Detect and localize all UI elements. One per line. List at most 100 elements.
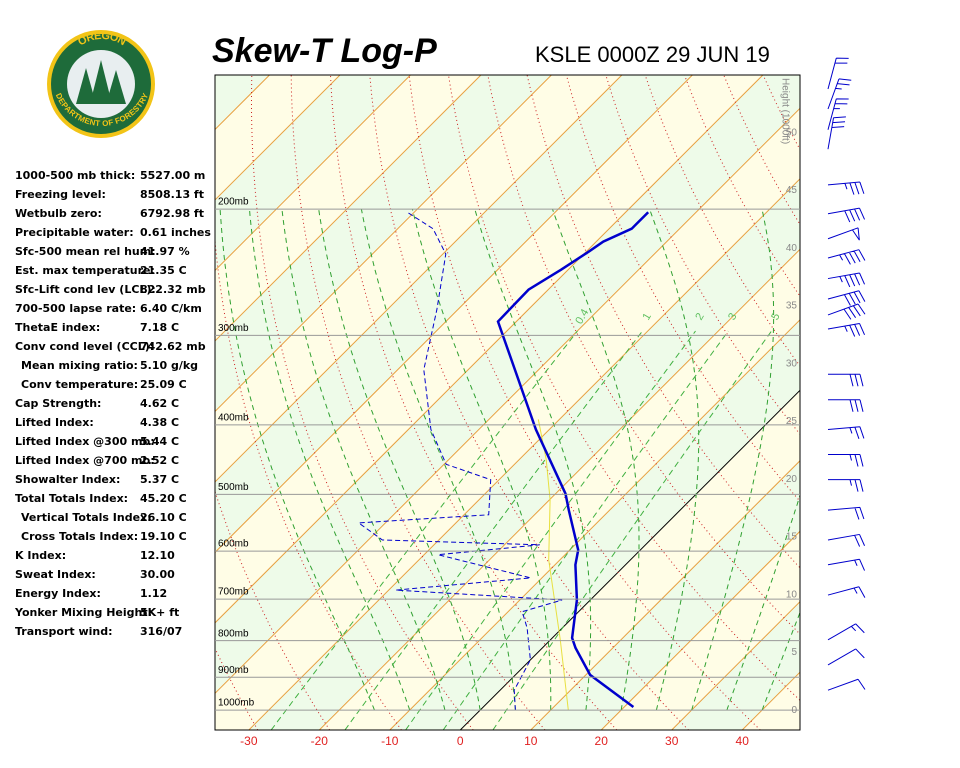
plot-area: 0.4 1 2 3 5 <box>215 75 960 730</box>
index-label: Sfc-Lift cond lev (LCL): <box>15 283 156 296</box>
height-axis-label: Height (1000ft) <box>779 78 790 144</box>
index-value: 5527.00 m <box>140 169 205 182</box>
index-value: 41.97 % <box>140 245 190 258</box>
height-tick-label: 15 <box>786 532 798 543</box>
mixing-ratio-label: 1 <box>640 311 653 322</box>
height-tick-label: 10 <box>786 589 798 600</box>
isotherm <box>215 75 411 272</box>
pressure-label: 900mb <box>218 665 249 676</box>
dry-adiabat <box>408 75 761 730</box>
index-label: Lifted Index @700 mb: <box>15 454 155 467</box>
wind-barb <box>827 623 865 641</box>
index-label: Est. max temperature: <box>15 264 155 277</box>
dry-adiabat <box>369 75 689 730</box>
index-label: Showalter Index: <box>15 473 120 486</box>
height-tick-label: 25 <box>786 416 798 427</box>
logo: OREGON DEPARTMENT OF FORESTRY <box>47 30 155 138</box>
x-tick-label: 10 <box>524 734 538 748</box>
wind-barb <box>827 290 866 306</box>
pressure-label: 300mb <box>218 323 249 334</box>
wind-barb <box>827 227 860 241</box>
isotherm <box>389 319 800 730</box>
moist-adiabat <box>726 493 800 711</box>
wind-barb <box>827 678 866 691</box>
pressure-label: 1000mb <box>218 698 255 709</box>
isotherm <box>813 75 960 730</box>
index-value: 6.40 C/km <box>140 302 202 315</box>
wind-barb <box>827 322 866 337</box>
x-tick-label: -10 <box>381 734 399 748</box>
mixing-ratio-label: 3 <box>726 311 739 322</box>
logo-text: OREGON <box>76 30 128 49</box>
isotherm <box>215 107 800 695</box>
isotherm <box>215 75 552 413</box>
dry-adiabat <box>330 75 618 730</box>
height-tick-label: 20 <box>786 474 798 485</box>
index-label: Precipitable water: <box>15 226 134 239</box>
index-value: 2.52 C <box>140 454 179 467</box>
height-tick-label: 35 <box>786 301 798 312</box>
mixing-ratio-line <box>344 330 643 730</box>
isotherm <box>248 178 800 730</box>
index-value: 4.62 C <box>140 397 179 410</box>
dry-adiabat <box>605 75 800 435</box>
dry-adiabat <box>644 75 800 367</box>
wind-barb <box>827 272 866 288</box>
index-label: 700-500 lapse rate: <box>15 302 136 315</box>
index-value: 21.35 C <box>140 264 187 277</box>
wind-barb <box>827 249 866 265</box>
height-tick-label: 40 <box>786 243 798 254</box>
index-value: 316/07 <box>140 625 182 638</box>
height-tick-label: 5 <box>791 647 797 658</box>
logo-tree <box>76 68 96 104</box>
pressure-label: 700mb <box>218 587 249 598</box>
pressure-label: 200mb <box>218 197 249 208</box>
logo-tree <box>106 70 126 104</box>
index-label: Cross Totals Index: <box>21 530 138 543</box>
wind-barb <box>827 207 866 223</box>
isotherm <box>459 389 800 730</box>
x-tick-label: 0 <box>457 734 464 748</box>
isotherm-band <box>215 75 800 694</box>
wind-barb <box>827 98 849 130</box>
dry-adiabat <box>290 75 546 730</box>
wind-barb <box>828 399 864 412</box>
x-tick-label: 20 <box>595 734 609 748</box>
isotherm <box>530 460 800 730</box>
dry-adiabat <box>842 75 960 730</box>
index-value: 0.61 inches <box>140 226 211 239</box>
index-value: 6792.98 ft <box>140 207 204 220</box>
wind-barb <box>827 648 865 666</box>
index-label: ThetaE index: <box>15 321 100 334</box>
isotherm <box>215 75 482 342</box>
index-value: 1.12 <box>140 587 167 600</box>
isotherm <box>318 248 800 730</box>
index-label: Cap Strength: <box>15 397 101 410</box>
x-tick-label: -20 <box>311 734 329 748</box>
wind-barb <box>827 116 846 150</box>
index-value: 4.38 C <box>140 416 179 429</box>
index-label: Total Totals Index: <box>15 492 128 505</box>
mixing-ratio-line <box>270 330 578 730</box>
index-label: Transport wind: <box>15 625 113 638</box>
pressure-label: 600mb <box>218 539 249 550</box>
index-value: 45.20 C <box>140 492 187 505</box>
dry-adiabat <box>881 75 960 730</box>
mixing-ratio-line <box>405 330 696 730</box>
isotherm-band <box>883 75 960 730</box>
isotherm <box>215 75 693 554</box>
isotherm <box>671 601 800 730</box>
height-tick-label: 30 <box>786 358 798 369</box>
index-label: Vertical Totals Index: <box>21 511 152 524</box>
wind-barb <box>827 426 865 440</box>
dry-adiabat <box>215 235 402 730</box>
index-label: Freezing level: <box>15 188 106 201</box>
index-label: Wetbulb zero: <box>15 207 102 220</box>
pressure-label: 400mb <box>218 413 249 424</box>
isotherm <box>215 75 341 201</box>
wind-barb <box>827 586 866 598</box>
wind-barb <box>827 78 852 110</box>
x-tick-label: -30 <box>240 734 258 748</box>
